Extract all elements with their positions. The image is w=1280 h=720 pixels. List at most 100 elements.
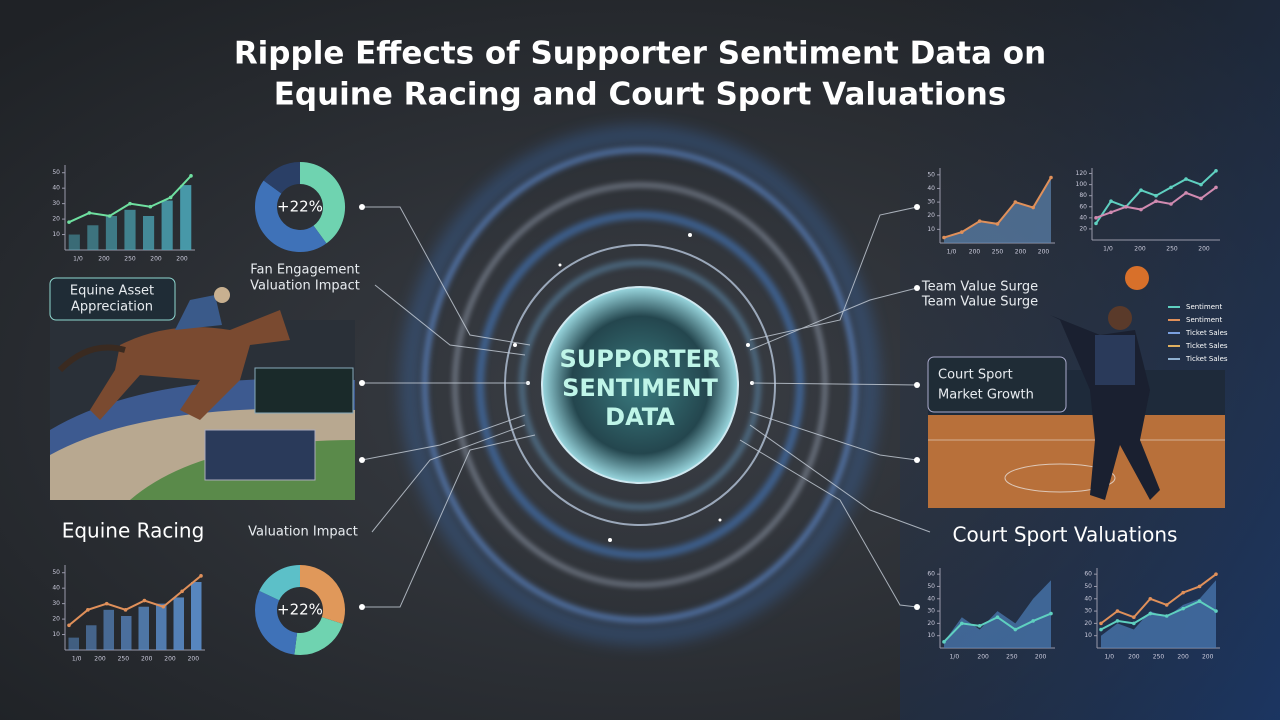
x-tick-label: 1/0	[947, 249, 957, 256]
point	[168, 195, 173, 200]
y-tick-label: 100	[1076, 181, 1088, 188]
donut-segment	[294, 616, 343, 655]
label: Team Value Surge	[921, 295, 1038, 310]
connectors	[361, 206, 931, 608]
bar	[103, 609, 114, 650]
y-tick-label: 20	[927, 620, 935, 627]
y-tick-label: 40	[1079, 214, 1087, 221]
point	[123, 608, 128, 612]
y-tick-label: 10	[52, 231, 60, 238]
court-illustration	[928, 266, 1225, 508]
y-tick-label: 50	[1084, 583, 1092, 590]
line	[68, 575, 202, 627]
point	[1132, 621, 1136, 626]
bar	[124, 209, 136, 250]
y-tick-label: 50	[927, 171, 935, 178]
line	[1100, 600, 1217, 631]
donut-segment	[263, 162, 301, 195]
point	[1199, 182, 1203, 187]
x-tick-label: 200	[176, 256, 188, 263]
point	[180, 589, 184, 594]
point	[1124, 204, 1128, 209]
line	[1100, 573, 1217, 625]
point	[1164, 603, 1169, 607]
bar	[121, 616, 132, 650]
point	[1154, 193, 1158, 198]
connector-dots	[359, 204, 920, 610]
x-tick-label: 200	[969, 249, 981, 256]
point	[1031, 205, 1035, 210]
x-tick-label: 250	[1166, 246, 1178, 253]
point	[1184, 177, 1188, 181]
point	[86, 608, 90, 612]
point	[142, 598, 147, 603]
y-tick-label: 40	[927, 185, 935, 192]
point	[1197, 584, 1202, 589]
y-tick-label: 50	[52, 169, 60, 176]
y-tick-label: 40	[1084, 595, 1092, 602]
x-tick-label: 200	[1177, 654, 1189, 661]
bar	[173, 597, 184, 650]
bar	[191, 582, 202, 650]
x-tick-label: 250	[1153, 654, 1165, 661]
callout-box	[927, 356, 1067, 413]
y-tick-label: 20	[1084, 620, 1092, 627]
x-tick-label: 1/0	[73, 256, 83, 263]
bar	[161, 200, 173, 250]
x-tick-label: 200	[164, 656, 176, 663]
y-tick-label: 30	[1084, 608, 1092, 615]
x-tick-label: 200	[1198, 246, 1210, 253]
callout-text: Market Growth	[938, 388, 1034, 403]
bar	[105, 216, 117, 250]
x-tick-label: 200	[1202, 654, 1214, 661]
x-tick-label: 1/0	[1104, 654, 1114, 661]
point	[995, 222, 1000, 226]
y-tick-label: 40	[52, 585, 60, 592]
point	[1148, 596, 1153, 601]
ripple	[401, 126, 879, 644]
x-tick-label: 200	[1134, 246, 1146, 253]
x-tick-label: 250	[118, 656, 130, 663]
y-tick-label: 60	[927, 571, 935, 578]
point	[1099, 627, 1103, 632]
callout-text: Equine Asset	[70, 284, 154, 299]
y-tick-label: 20	[52, 216, 60, 223]
point	[1049, 175, 1053, 180]
callout-text: Appreciation	[71, 300, 153, 315]
point	[1115, 609, 1120, 613]
point	[942, 640, 946, 644]
callout-text: Court Sport	[938, 368, 1013, 383]
racing-illustration	[50, 287, 355, 500]
y-tick-label: 30	[52, 200, 60, 207]
point	[1094, 221, 1098, 226]
x-tick-label: 1/0	[1103, 246, 1113, 253]
bar	[68, 637, 79, 650]
point	[161, 604, 166, 609]
x-tick-label: 1/0	[950, 654, 960, 661]
center-label: DATA	[605, 403, 675, 431]
point	[148, 204, 153, 209]
x-tick-label: 200	[1015, 249, 1027, 256]
point	[1214, 168, 1218, 173]
donut-segment	[299, 162, 345, 244]
bar	[138, 606, 149, 650]
y-tick-label: 80	[1079, 192, 1087, 199]
point	[1181, 590, 1185, 595]
y-tick-label: 10	[927, 226, 935, 233]
point	[128, 201, 132, 206]
y-tick-label: 10	[52, 631, 60, 638]
point	[67, 220, 71, 224]
x-tick-label: 250	[1006, 654, 1018, 661]
y-tick-label: 20	[927, 212, 935, 219]
point	[960, 621, 964, 626]
x-tick-label: 200	[1035, 654, 1047, 661]
x-tick-label: 200	[98, 256, 110, 263]
y-tick-label: 50	[52, 569, 60, 576]
point	[1049, 611, 1053, 616]
point	[1099, 621, 1103, 626]
point	[1094, 216, 1098, 220]
center-label: SUPPORTER	[559, 345, 720, 373]
y-tick-label: 20	[1079, 225, 1087, 232]
area	[944, 580, 1051, 648]
